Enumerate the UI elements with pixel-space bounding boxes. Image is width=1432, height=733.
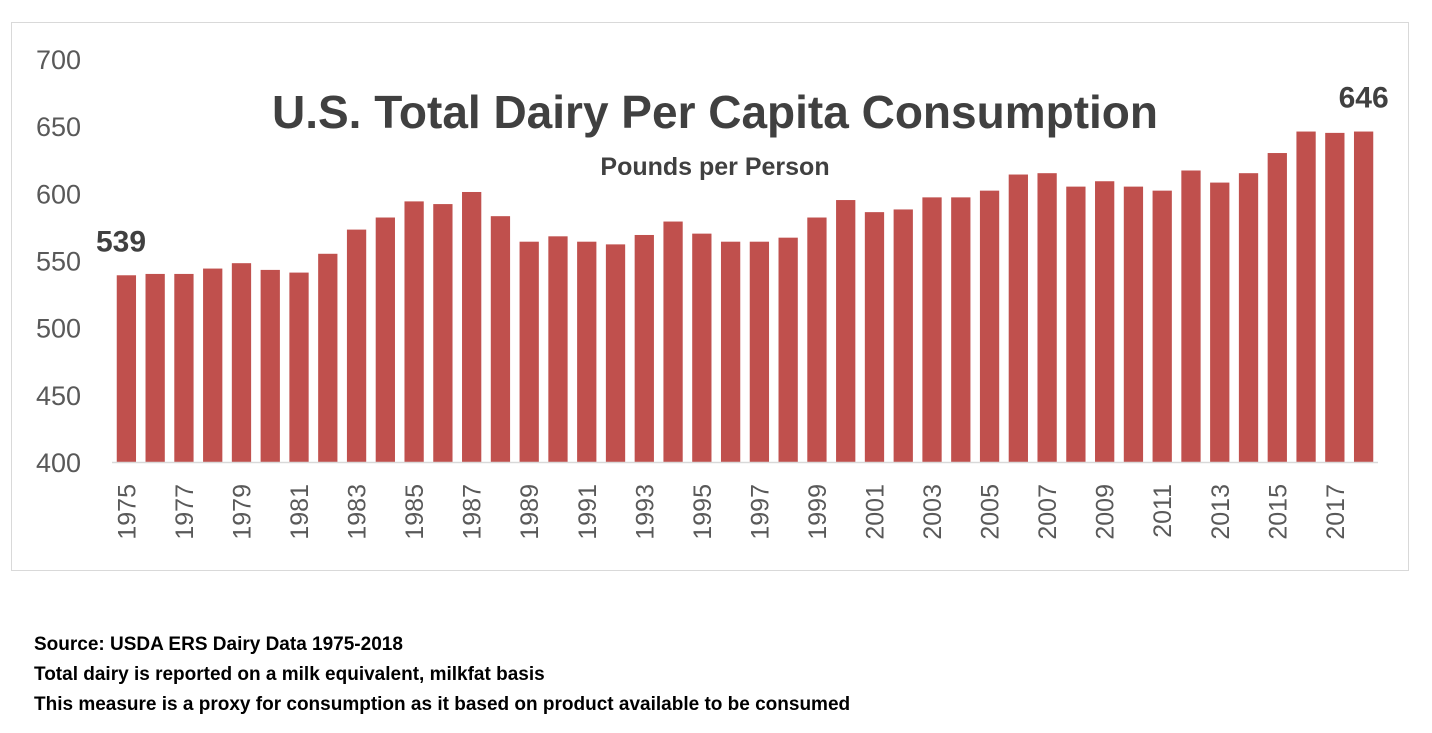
y-tick-label: 500 bbox=[36, 314, 81, 344]
data-label-2018: 646 bbox=[1339, 82, 1389, 115]
x-tick-label: 1995 bbox=[689, 484, 717, 540]
bar-2013 bbox=[1210, 182, 1230, 462]
bar-1982 bbox=[318, 253, 338, 462]
bar-1997 bbox=[749, 241, 770, 462]
bar-1979 bbox=[231, 263, 252, 462]
bar-2008 bbox=[1066, 186, 1086, 462]
bar-1985 bbox=[404, 201, 424, 463]
y-tick-label: 450 bbox=[36, 381, 81, 411]
data-label-1975: 539 bbox=[96, 225, 146, 258]
bar-2002 bbox=[893, 209, 913, 462]
x-tick-label: 1993 bbox=[631, 484, 659, 540]
x-tick-label: 1991 bbox=[574, 484, 602, 540]
bar-2014 bbox=[1238, 173, 1259, 462]
x-tick-label: 2001 bbox=[861, 484, 889, 540]
bar-1988 bbox=[490, 216, 511, 462]
data-label-annotations: 539 646 bbox=[96, 82, 1389, 259]
x-tick-label: 1997 bbox=[746, 484, 774, 540]
bar-2015 bbox=[1267, 153, 1287, 463]
x-axis-ticks: 1975 1977 1979 1981 1983 1985 1987 1989 1991 1993… bbox=[113, 484, 1349, 540]
bar-1989 bbox=[519, 241, 539, 462]
bar-1995 bbox=[692, 233, 712, 462]
bar-1977 bbox=[174, 273, 194, 462]
y-tick-label: 650 bbox=[36, 112, 81, 142]
x-tick-label: 1979 bbox=[228, 484, 256, 540]
bar-2012 bbox=[1181, 170, 1201, 462]
bar-2009 bbox=[1095, 181, 1115, 462]
x-tick-label: 2015 bbox=[1264, 484, 1292, 540]
x-tick-label: 1985 bbox=[401, 484, 429, 540]
bar-2007 bbox=[1037, 173, 1057, 462]
bar-2000 bbox=[836, 200, 856, 463]
bar-1996 bbox=[720, 241, 741, 462]
bar-2003 bbox=[922, 197, 942, 462]
x-tick-label: 2007 bbox=[1034, 484, 1062, 540]
bar-1994 bbox=[663, 221, 683, 462]
y-tick-label: 400 bbox=[36, 448, 81, 478]
x-tick-label: 2017 bbox=[1322, 484, 1350, 540]
bar-2005 bbox=[979, 190, 1000, 462]
note-basis: Total dairy is reported on a milk equiva… bbox=[34, 664, 545, 685]
bar-1991 bbox=[577, 241, 597, 462]
bar-1976 bbox=[145, 273, 165, 462]
bars bbox=[116, 131, 1374, 463]
bar-2018 bbox=[1353, 131, 1374, 463]
note-source: Source: USDA ERS Dairy Data 1975-2018 bbox=[34, 634, 403, 655]
y-tick-label: 550 bbox=[36, 247, 81, 277]
bar-2017 bbox=[1325, 132, 1345, 462]
bar-1975 bbox=[116, 275, 137, 462]
chart-frame bbox=[11, 22, 1409, 571]
source-notes: Source: USDA ERS Dairy Data 1975-2018 To… bbox=[34, 630, 850, 720]
bar-1983 bbox=[346, 229, 367, 462]
x-tick-label: 1999 bbox=[804, 484, 832, 540]
x-tick-label: 2009 bbox=[1092, 484, 1120, 540]
y-axis-ticks: 400 450 500 550 600 650 700 bbox=[36, 45, 81, 478]
bar-1980 bbox=[260, 269, 280, 462]
x-tick-label: 2005 bbox=[977, 484, 1005, 540]
bar-2016 bbox=[1296, 131, 1316, 463]
x-tick-label: 2003 bbox=[919, 484, 947, 540]
bar-2001 bbox=[864, 212, 885, 462]
x-tick-label: 1981 bbox=[286, 484, 314, 540]
x-tick-label: 1977 bbox=[171, 484, 199, 540]
bar-2010 bbox=[1123, 186, 1144, 462]
bar-1999 bbox=[807, 217, 827, 462]
chart-subtitle: Pounds per Person bbox=[600, 153, 829, 181]
bar-1984 bbox=[375, 217, 395, 462]
x-tick-label: 1975 bbox=[113, 484, 141, 540]
bar-1998 bbox=[778, 237, 798, 462]
chart-title: U.S. Total Dairy Per Capita Consumption bbox=[272, 86, 1158, 138]
x-tick-label: 1989 bbox=[516, 484, 544, 540]
bar-1981 bbox=[289, 272, 309, 462]
x-tick-label: 2013 bbox=[1207, 484, 1235, 540]
y-tick-label: 600 bbox=[36, 179, 81, 209]
bar-1992 bbox=[605, 244, 626, 462]
x-tick-label: 1987 bbox=[459, 484, 487, 540]
bar-1978 bbox=[203, 268, 223, 462]
x-tick-label: 2011 bbox=[1149, 484, 1177, 538]
note-proxy: This measure is a proxy for consumption … bbox=[34, 694, 851, 715]
bar-1986 bbox=[433, 204, 453, 462]
bar-2011 bbox=[1152, 190, 1172, 462]
bar-1990 bbox=[548, 236, 568, 462]
bar-1993 bbox=[634, 234, 654, 462]
y-tick-label: 700 bbox=[36, 45, 81, 75]
x-tick-label: 1983 bbox=[344, 484, 372, 540]
bar-2006 bbox=[1008, 174, 1028, 462]
bar-2004 bbox=[951, 197, 971, 462]
bar-1987 bbox=[462, 191, 482, 463]
